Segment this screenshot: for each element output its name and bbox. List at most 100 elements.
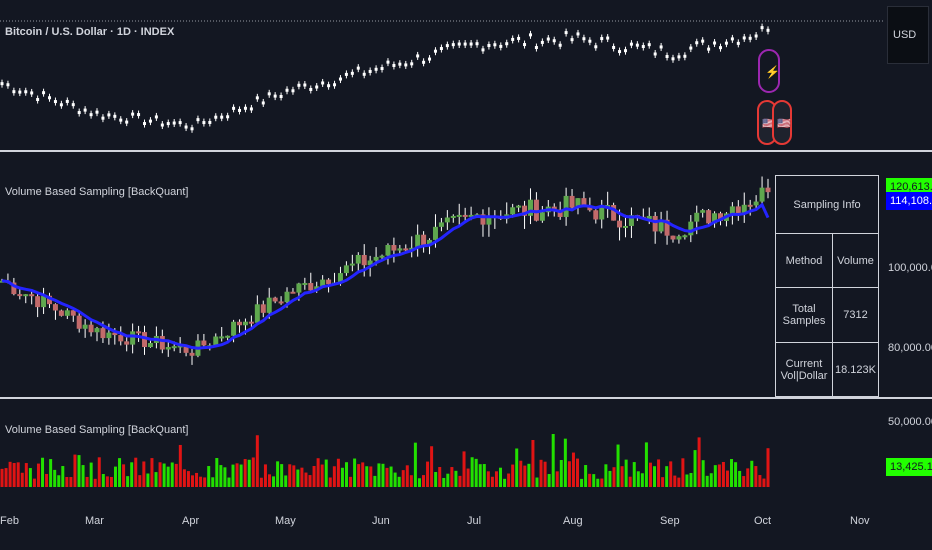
volume-bar (146, 473, 150, 487)
volume-bar (612, 467, 616, 487)
volume-bar (588, 473, 592, 487)
candle-body (213, 336, 219, 346)
candle-body (29, 294, 35, 297)
volume-bar (482, 464, 486, 487)
price-candle (362, 72, 366, 76)
volume-bar (170, 462, 174, 487)
indicator-title[interactable]: Volume Based Sampling [BackQuant] (5, 186, 189, 198)
price-candle (261, 101, 265, 105)
price-candle (101, 116, 105, 120)
candle-body (551, 206, 557, 210)
volume-bar (681, 458, 685, 487)
lightning-event-marker[interactable]: ⚡ (758, 49, 780, 93)
price-candle (380, 67, 384, 71)
candle-body (23, 294, 29, 297)
volume-bar (462, 451, 466, 487)
candle-body (64, 310, 70, 316)
price-candle (77, 111, 81, 115)
volume-bar (349, 476, 353, 487)
candle-body (688, 221, 694, 236)
last-price-tag: 120,613.31 (886, 178, 932, 196)
price-candle (641, 45, 645, 49)
volume-bar (215, 458, 219, 487)
volume-bar (219, 465, 223, 487)
price-candle (214, 115, 218, 119)
price-candle (505, 42, 509, 46)
price-candle (564, 31, 568, 35)
price-candle (748, 36, 752, 40)
price-candle (742, 36, 746, 40)
volume-bar (559, 459, 563, 487)
volume-indicator-title[interactable]: Volume Based Sampling [BackQuant] (5, 424, 189, 436)
price-candle (404, 63, 408, 67)
method-label: Method (774, 233, 834, 288)
volume-bar (393, 472, 397, 487)
price-candle (647, 43, 651, 47)
price-candle (315, 85, 319, 89)
volume-bar (507, 473, 511, 487)
price-candle (736, 41, 740, 45)
volume-bar (24, 463, 28, 487)
pane-divider[interactable] (0, 150, 932, 152)
volume-bar (239, 464, 243, 487)
volume-bar (738, 470, 742, 487)
candle-body (52, 304, 58, 311)
flag-icon: 🇺🇸 (777, 118, 791, 130)
candle-body (355, 254, 361, 264)
candle-body (70, 310, 76, 316)
price-candle (392, 63, 396, 67)
economic-event-marker[interactable]: 🇺🇸 (772, 100, 792, 145)
candle-body (403, 248, 409, 251)
candle-body (468, 214, 474, 217)
volume-bar (89, 462, 93, 487)
candle-body (462, 214, 468, 217)
volume-bar (434, 472, 438, 487)
candle-body (569, 195, 575, 208)
price-candle (6, 83, 10, 87)
price-candle (689, 46, 693, 50)
candle-body (171, 346, 177, 349)
moving-average-line (1, 202, 770, 350)
current-vol-label: Current Vol|Dollar (774, 342, 834, 397)
volume-bar (717, 464, 721, 487)
price-candle (665, 55, 669, 59)
symbol-title[interactable]: Bitcoin / U.S. Dollar · 1D · INDEX (5, 26, 175, 38)
volume-bar (4, 468, 8, 487)
volume-bar (328, 477, 332, 487)
price-candle (321, 81, 325, 85)
volume-bar (620, 466, 624, 487)
volume-bar (701, 460, 705, 487)
candle-body (35, 296, 41, 308)
price-candle (511, 37, 515, 41)
volume-bar (109, 476, 113, 487)
volume-bar (203, 477, 207, 487)
volume-bar (547, 474, 551, 487)
time-axis-label: Jul (467, 515, 482, 527)
volume-bar (576, 458, 580, 487)
volume-bar (251, 457, 255, 487)
price-candle (600, 37, 604, 41)
volume-bar (567, 461, 571, 487)
currency-button[interactable]: USD (887, 6, 929, 64)
candle-body (118, 335, 124, 342)
volume-bar (49, 459, 53, 487)
volume-bar (661, 477, 665, 487)
candle-body (527, 199, 533, 216)
pane-divider[interactable] (0, 397, 932, 399)
volume-bar (592, 474, 596, 487)
price-candle (570, 38, 574, 42)
candle-body (409, 247, 415, 250)
price-candle (701, 39, 705, 43)
volume-bar (519, 460, 523, 487)
volume-bar (36, 463, 40, 487)
volume-bar (113, 466, 117, 487)
price-candle (36, 98, 40, 102)
price-candle (677, 55, 681, 59)
price-candle (493, 43, 497, 47)
price-candle (303, 83, 307, 87)
volume-bar (77, 455, 81, 487)
price-candle (95, 110, 99, 114)
price-candle (0, 82, 4, 86)
volume-bar (122, 464, 126, 487)
